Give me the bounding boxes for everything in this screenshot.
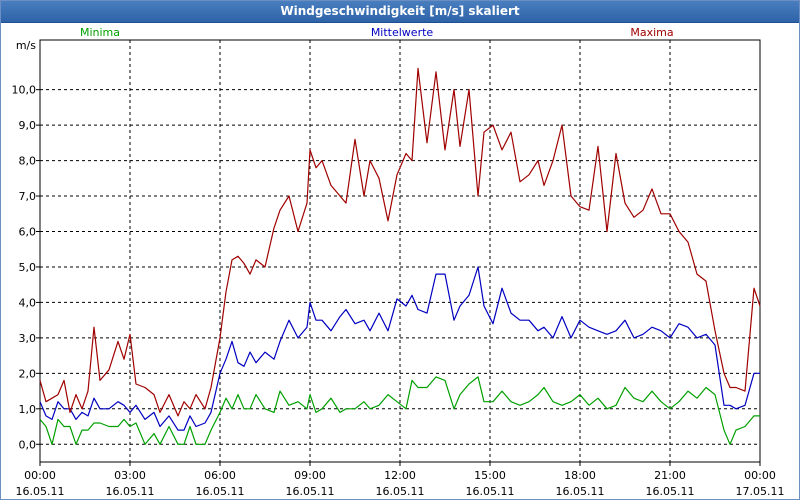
x-tick-time-label: 12:00: [384, 469, 416, 482]
y-tick-label: 6,0: [19, 225, 37, 238]
y-tick-label: 7,0: [19, 190, 37, 203]
legend-minima: Minima: [80, 26, 120, 39]
chart-title-bar: Windgeschwindigkeit [m/s] skaliert: [0, 0, 800, 23]
series-line-mittelwerte: [39, 266, 760, 431]
x-tick-date-label: 16.05.11: [196, 485, 245, 498]
x-tick-time-label: 18:00: [564, 469, 596, 482]
x-tick-date-label: 16.05.11: [466, 485, 515, 498]
x-tick-date-label: 16.05.11: [556, 485, 605, 498]
legend-mittelwerte: Mittelwerte: [371, 26, 434, 39]
x-tick-time-label: 00:00: [24, 469, 56, 482]
x-tick-time-label: 21:00: [654, 469, 686, 482]
y-tick-label: 2,0: [19, 367, 37, 380]
x-tick-date-label: 16.05.11: [646, 485, 695, 498]
y-tick-label: 4,0: [19, 296, 37, 309]
x-tick-time-label: 15:00: [474, 469, 506, 482]
x-tick-time-label: 09:00: [294, 469, 326, 482]
y-tick-label: 5,0: [19, 261, 37, 274]
x-tick-date-label: 16.05.11: [376, 485, 425, 498]
x-tick-date-label: 16.05.11: [106, 485, 155, 498]
y-tick-label: 8,0: [19, 155, 37, 168]
x-tick-date-label: 16.05.11: [286, 485, 335, 498]
chart-title: Windgeschwindigkeit [m/s] skaliert: [280, 4, 520, 18]
series-line-maxima: [39, 67, 761, 417]
y-axis-label: m/s: [16, 39, 36, 52]
y-tick-label: 9,0: [19, 119, 37, 132]
wind-speed-chart: 0,0 1,0 2,0 3,0 4,0 5,0 6,0 7,0 8,0 9,0 10,0 m/s 00:…: [12, 26, 785, 498]
legend-maxima: Maxima: [630, 26, 673, 39]
y-tick-label: 1,0: [19, 403, 37, 416]
series-line-minima: [39, 376, 760, 445]
x-tick-time-label: 03:00: [114, 469, 146, 482]
y-tick-label: 0,0: [19, 438, 37, 451]
x-tick-date-label: 17.05.11: [736, 485, 785, 498]
y-tick-label: 10,0: [12, 84, 37, 97]
y-tick-label: 3,0: [19, 332, 37, 345]
x-tick-time-label: 06:00: [204, 469, 236, 482]
x-tick-time-label: 00:00: [744, 469, 776, 482]
x-tick-date-label: 16.05.11: [16, 485, 65, 498]
